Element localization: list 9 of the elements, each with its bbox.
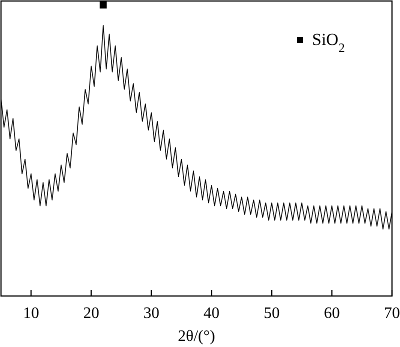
x-axis-title: 2θ/(°) <box>178 328 216 345</box>
x-tick-label: 60 <box>324 305 340 322</box>
legend-label: SiO$_{2}$ <box>312 30 345 55</box>
x-tick-label: 50 <box>264 305 280 322</box>
x-tick-label: 10 <box>23 305 40 322</box>
x-tick-label: 20 <box>83 305 100 322</box>
x-tick-label: 40 <box>204 305 220 322</box>
x-tick-label: 30 <box>143 305 160 322</box>
x-tick-label: 70 <box>384 305 400 322</box>
